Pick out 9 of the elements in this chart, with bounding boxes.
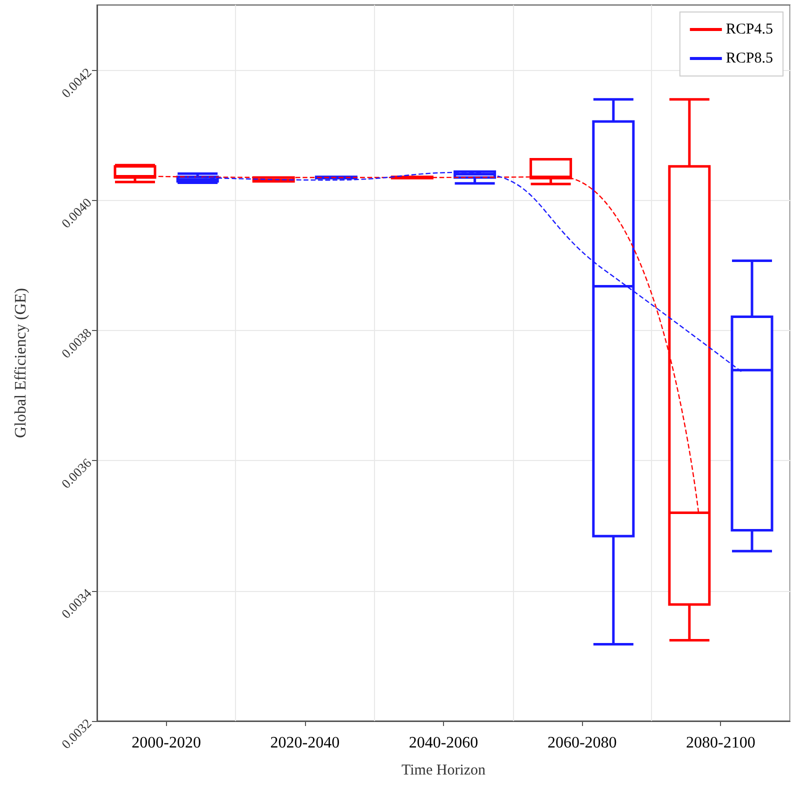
- y-axis-title: Global Efficiency (GE): [12, 288, 30, 438]
- x-tick-label: 2080-2100: [686, 734, 756, 752]
- x-tick-label: 2040-2060: [408, 734, 478, 752]
- legend-label: RCP8.5: [726, 50, 774, 66]
- x-tick-label: 2020-2040: [270, 734, 340, 752]
- legend-label: RCP4.5: [726, 22, 774, 38]
- x-axis-title: Time Horizon: [401, 762, 486, 778]
- x-tick-label: 2000-2020: [132, 734, 201, 752]
- x-tick-label: 2060-2080: [547, 734, 617, 752]
